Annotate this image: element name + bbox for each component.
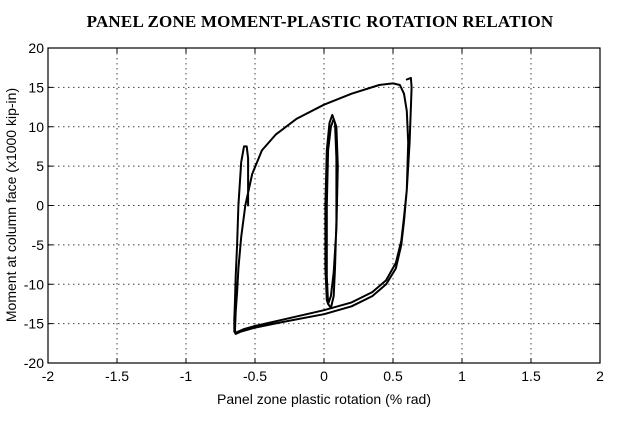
x-tick-label: 1 bbox=[458, 368, 466, 384]
y-tick-label: 20 bbox=[28, 40, 44, 56]
y-tick-label: -20 bbox=[24, 355, 44, 371]
x-tick-label: -2 bbox=[42, 368, 55, 384]
y-tick-label: -15 bbox=[24, 316, 44, 332]
y-tick-label: -10 bbox=[24, 276, 44, 292]
x-tick-label: 0 bbox=[320, 368, 328, 384]
hysteresis-curve-1 bbox=[233, 76, 413, 335]
y-axis-label: Moment at column face (x1000 kip-in) bbox=[3, 88, 19, 322]
x-tick-labels: -2 -1.5 -1 -0.5 0 0.5 1 1.5 2 bbox=[42, 368, 604, 384]
y-tick-label: -5 bbox=[32, 237, 45, 253]
x-tick-label: -1 bbox=[180, 368, 193, 384]
y-tick-label: 15 bbox=[28, 79, 44, 95]
y-tick-labels: -20 -15 -10 -5 0 5 10 15 20 bbox=[24, 40, 44, 371]
y-tick-label: 0 bbox=[36, 198, 44, 214]
x-tick-label: 0.5 bbox=[383, 368, 403, 384]
y-tick-label: 10 bbox=[28, 119, 44, 135]
x-tick-label: 2 bbox=[596, 368, 604, 384]
x-axis-label: Panel zone plastic rotation (% rad) bbox=[217, 391, 431, 407]
hysteresis-curve-2 bbox=[324, 113, 339, 309]
y-tick-label: 5 bbox=[36, 158, 44, 174]
x-tick-label: 1.5 bbox=[521, 368, 541, 384]
chart-title: PANEL ZONE MOMENT-PLASTIC ROTATION RELAT… bbox=[87, 12, 554, 31]
curve-layer bbox=[233, 76, 413, 335]
x-tick-label: -1.5 bbox=[105, 368, 129, 384]
grid-lines bbox=[48, 48, 600, 363]
tick-marks bbox=[47, 47, 601, 364]
x-tick-label: -0.5 bbox=[243, 368, 267, 384]
